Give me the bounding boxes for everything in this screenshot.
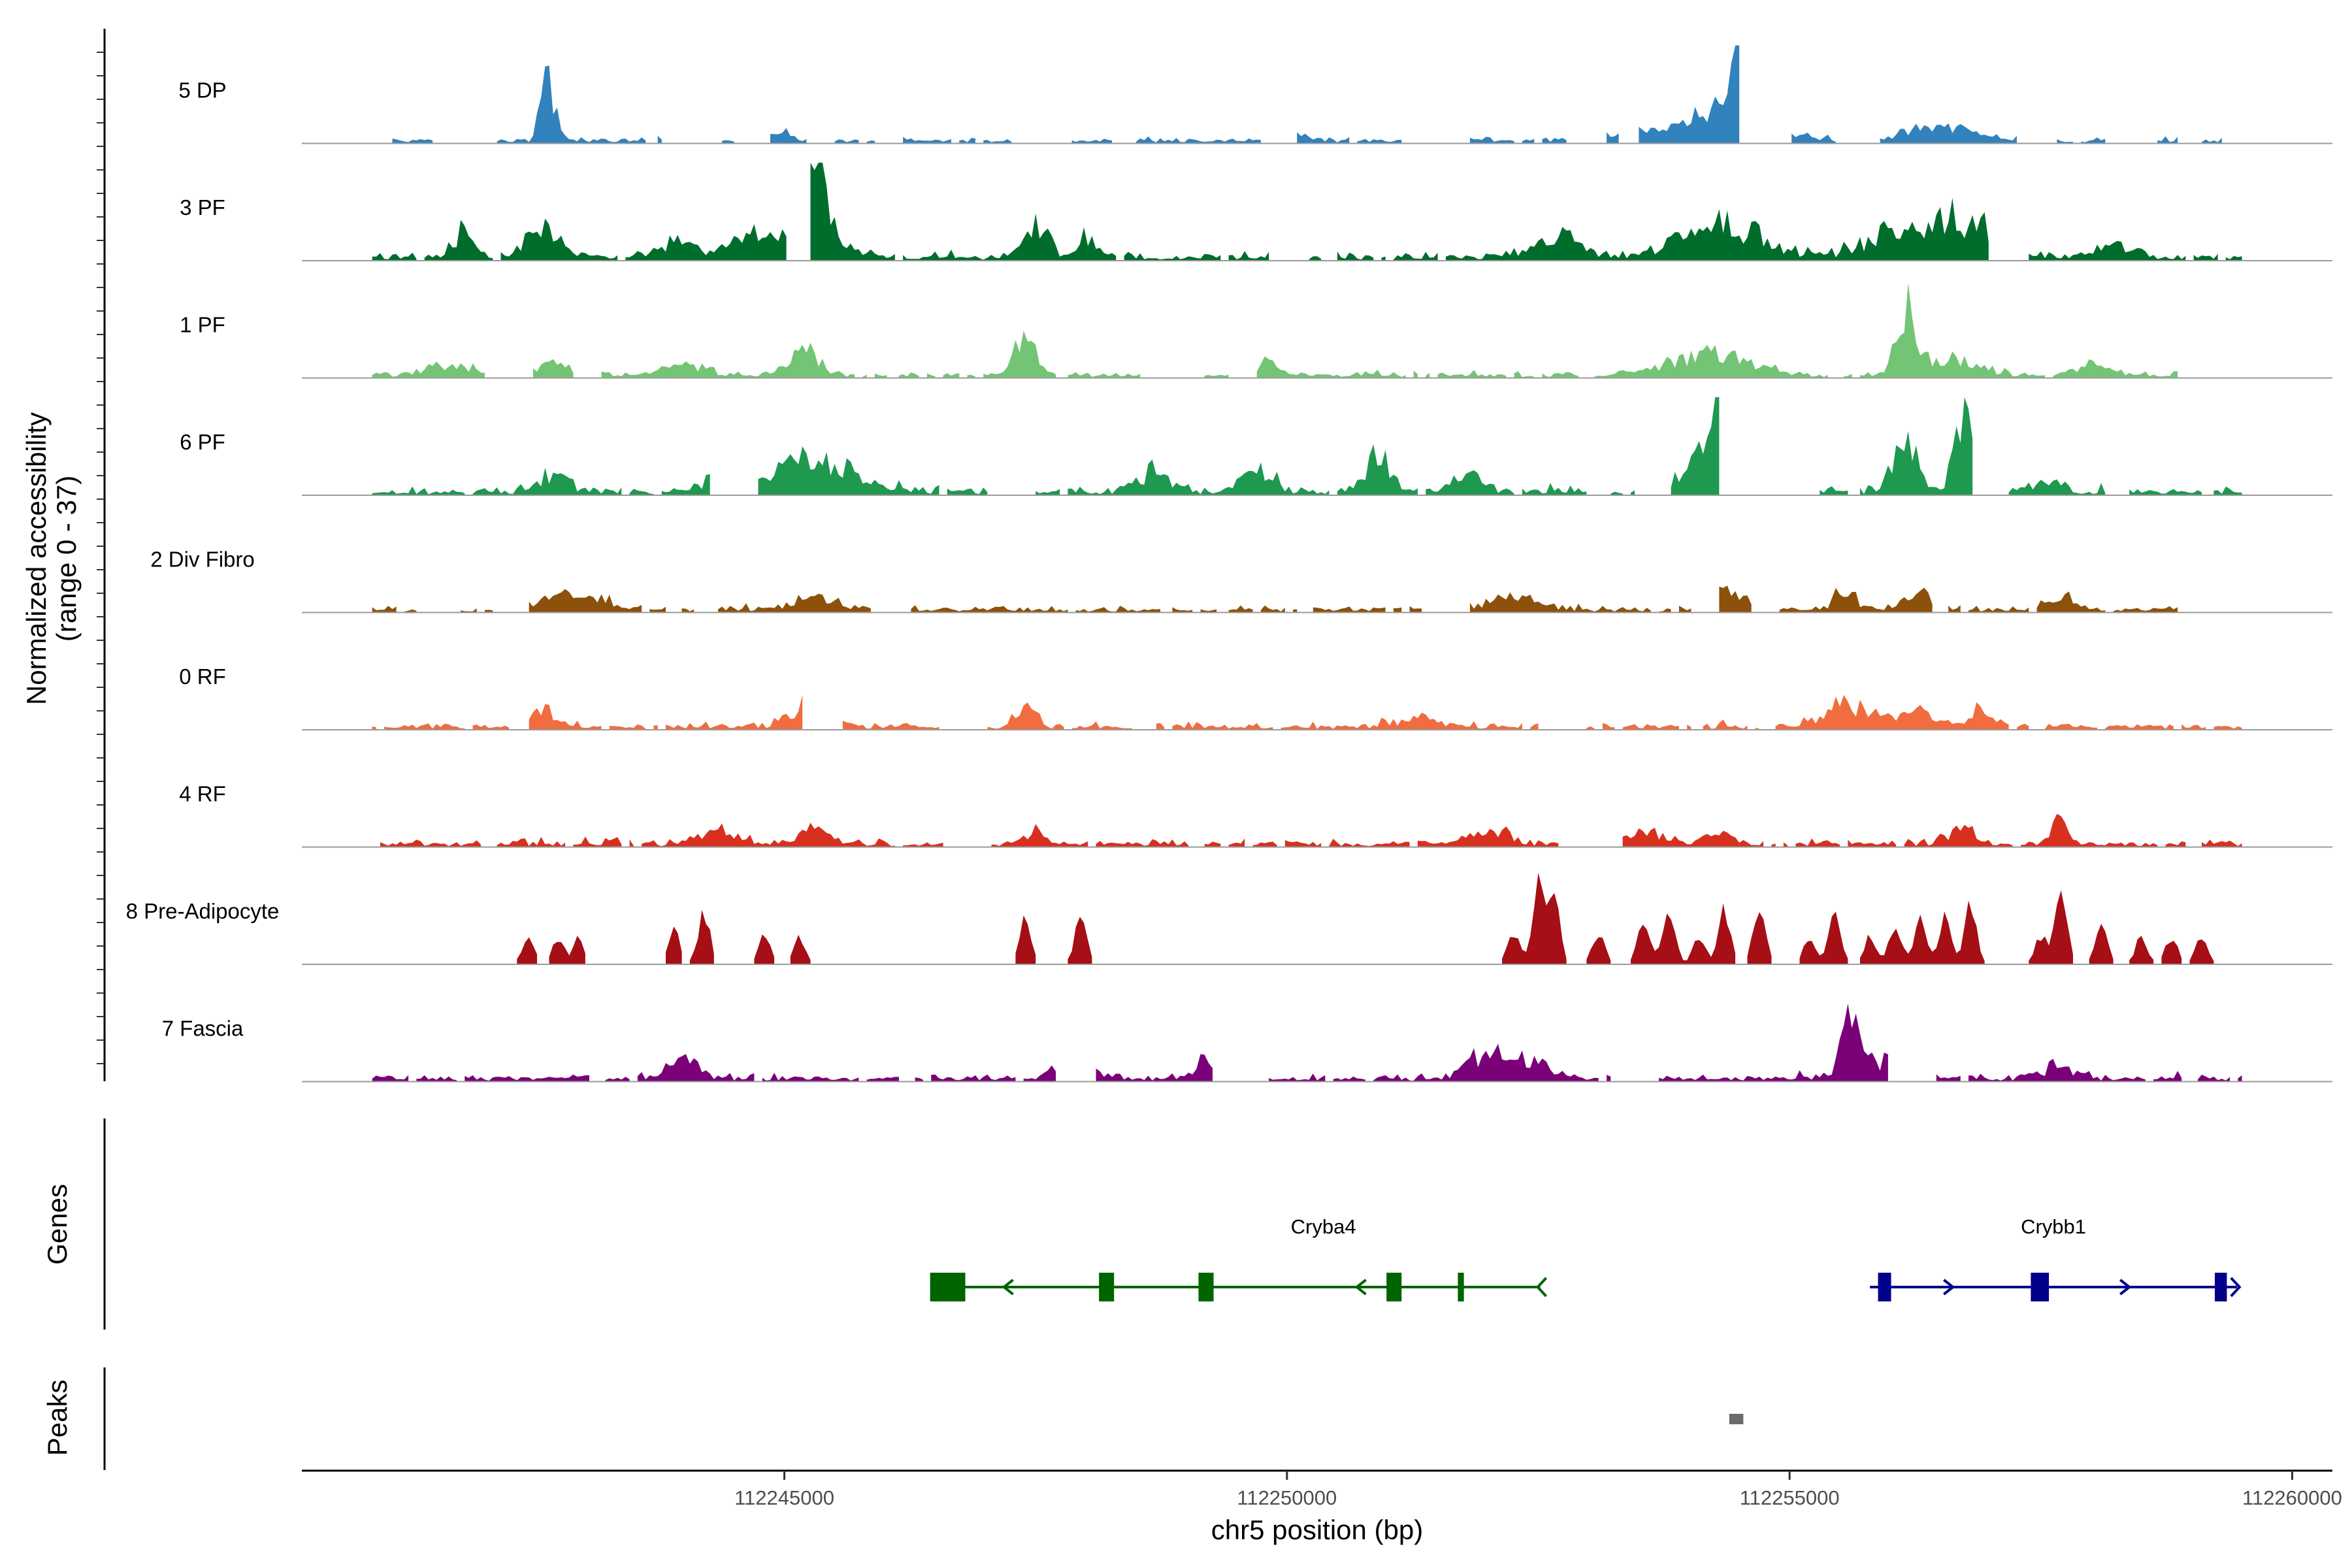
- accessibility-axis: [97, 29, 106, 1081]
- gene-name-label: Cryba4: [1291, 1215, 1356, 1238]
- peaks-panel-title: Peaks: [42, 1380, 73, 1456]
- coverage-area: [372, 585, 2226, 613]
- track-label: 6 PF: [180, 430, 225, 454]
- coverage-area: [372, 694, 2242, 730]
- track-5-dp: 5 DP: [178, 45, 2332, 144]
- track-1-pf: 1 PF: [180, 282, 2332, 379]
- strand-arrow: [2230, 1277, 2242, 1298]
- x-tick-label: 112255000: [1740, 1486, 1840, 1509]
- track-8-pre-adipocyte: 8 Pre-Adipocyte: [126, 872, 2332, 965]
- peaks-panel: Peaks: [42, 1367, 1744, 1470]
- x-tick-label: 112260000: [2242, 1486, 2342, 1509]
- strand-arrow: [1943, 1279, 1955, 1296]
- track-label: 4 RF: [179, 782, 226, 806]
- track-label: 8 Pre-Adipocyte: [126, 899, 280, 923]
- track-label: 2 Div Fibro: [150, 547, 255, 572]
- coverage-area: [372, 282, 2242, 378]
- track-6-pf: 6 PF: [180, 397, 2332, 496]
- coverage-area: [372, 163, 2242, 261]
- coverage-tracks: 5 DP 3 PF 1 PF 6 PF 2 Div Fibro 0 RF 4 RF 8 Pre…: [126, 45, 2332, 1083]
- track-0-rf: 0 RF: [179, 664, 2332, 730]
- track-label: 5 DP: [178, 78, 226, 103]
- track-7-fascia: 7 Fascia: [162, 1004, 2332, 1083]
- strand-arrow: [1354, 1279, 1367, 1296]
- x-tick-label: 112250000: [1237, 1486, 1337, 1509]
- track-label: 1 PF: [180, 313, 225, 337]
- genes-panel: Genes Cryba4 Crybb1: [42, 1119, 2242, 1330]
- track-label: 7 Fascia: [162, 1017, 244, 1041]
- x-tick-label: 112245000: [734, 1486, 834, 1509]
- x-axis: 112245000 112250000 112255000 112260000: [302, 1469, 2342, 1509]
- coverage-area: [372, 397, 2242, 495]
- strand-arrow: [2119, 1279, 2132, 1296]
- gene-exon: [1386, 1273, 1402, 1301]
- coverage-area: [392, 45, 2222, 144]
- coverage-area: [372, 1004, 2242, 1082]
- strand-arrow: [1002, 1279, 1014, 1296]
- gene-exon: [1198, 1273, 1214, 1301]
- track-2-div-fibro: 2 Div Fibro: [150, 547, 2332, 613]
- gene-exon: [2214, 1273, 2227, 1301]
- gene-name-label: Crybb1: [2021, 1215, 2086, 1238]
- track-label: 0 RF: [179, 664, 226, 689]
- coverage-area: [517, 872, 2214, 964]
- gene-cryba4: Cryba4: [930, 1215, 1548, 1301]
- track-4-rf: 4 RF: [179, 782, 2332, 848]
- track-label: 3 PF: [180, 195, 225, 220]
- strand-arrow: [1535, 1277, 1548, 1298]
- genes-panel-title: Genes: [42, 1184, 73, 1265]
- peak-region: [1729, 1414, 1744, 1424]
- gene-exon: [1099, 1273, 1115, 1301]
- y-axis-range-label: (range 0 - 37): [51, 476, 82, 642]
- gene-crybb1: Crybb1: [1870, 1215, 2242, 1301]
- y-axis-title: Normalized accessibility: [21, 412, 52, 705]
- gene-exon: [1458, 1273, 1464, 1301]
- coverage-area: [380, 813, 2242, 847]
- track-3-pf: 3 PF: [180, 163, 2332, 261]
- gene-exon: [930, 1273, 966, 1301]
- gene-exon: [2031, 1273, 2050, 1301]
- x-axis-title: chr5 position (bp): [1211, 1514, 1424, 1545]
- gene-exon: [1878, 1273, 1891, 1301]
